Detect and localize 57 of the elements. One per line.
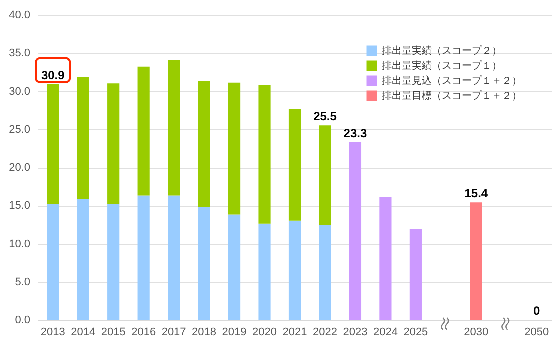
- bar: [77, 78, 90, 200]
- bar: [108, 204, 120, 320]
- bar: [168, 60, 180, 196]
- bar: [77, 200, 90, 320]
- x-tick-label: 2014: [71, 326, 96, 338]
- x-tick-label: 2013: [40, 326, 66, 338]
- y-tick-label: 15.0: [9, 200, 30, 212]
- bar: [47, 204, 60, 320]
- bar: [47, 84, 60, 204]
- total-label: 30.9: [41, 68, 66, 82]
- bar: [198, 81, 210, 208]
- bar: [288, 220, 302, 320]
- bar: [228, 214, 241, 320]
- x-tick-label: 2050: [524, 326, 550, 338]
- y-tick-label: 20.0: [9, 162, 30, 174]
- x-tick-label: 2016: [132, 326, 156, 338]
- bar: [288, 110, 302, 221]
- x-tick-label: 2025: [404, 326, 428, 338]
- legend-label: 排出量見込（スコープ１＋２）: [382, 75, 522, 87]
- x-tick-label: 2018: [192, 326, 217, 338]
- total-label: 15.4: [464, 186, 488, 201]
- x-tick-label: 2019: [222, 326, 247, 338]
- bar: [108, 84, 120, 204]
- bar: [168, 196, 180, 320]
- x-tick-label: 2022: [312, 326, 338, 338]
- legend-label: 排出量目標（スコープ１＋２）: [382, 90, 522, 102]
- legend-label: 排出量実績（スコープ２）: [382, 45, 502, 57]
- bar: [138, 196, 150, 320]
- y-tick-label: 35.0: [9, 48, 30, 60]
- bar: [380, 197, 392, 320]
- bar: [198, 207, 210, 320]
- y-tick-label: 40.0: [9, 10, 30, 22]
- x-tick-label: 2017: [162, 326, 186, 338]
- x-tick-label: 2023: [343, 326, 368, 338]
- y-tick-label: 5.0: [15, 276, 30, 288]
- total-label: 25.5: [314, 110, 338, 124]
- bar: [349, 142, 362, 320]
- x-tick-label: 2030: [464, 326, 489, 338]
- y-tick-label: 25.0: [9, 124, 30, 136]
- x-tick-label: 2020: [252, 326, 278, 338]
- bar: [228, 82, 241, 215]
- y-tick-label: 10.0: [9, 238, 30, 250]
- legend-label: 排出量実績（スコープ１）: [382, 60, 502, 72]
- bar: [470, 202, 482, 320]
- x-tick-label: 2024: [373, 326, 398, 338]
- bar: [138, 66, 150, 196]
- bar: [258, 85, 271, 224]
- x-tick-label: 2021: [282, 326, 308, 338]
- y-tick-label: 0.0: [15, 314, 30, 326]
- bar: [319, 225, 332, 320]
- total-label: 0: [534, 304, 541, 318]
- bar: [258, 224, 271, 320]
- bar: [410, 229, 422, 320]
- bar: [319, 126, 332, 226]
- y-tick-label: 30.0: [9, 86, 30, 98]
- x-tick-label: 2015: [101, 326, 126, 338]
- total-label: 23.3: [344, 126, 368, 140]
